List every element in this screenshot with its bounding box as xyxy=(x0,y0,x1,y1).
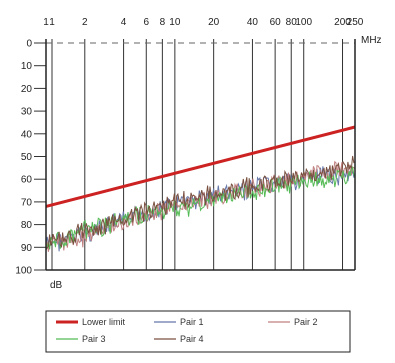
legend-label: Pair 3 xyxy=(82,334,106,344)
y-tick-label: 60 xyxy=(21,175,33,186)
y-tick-label: 90 xyxy=(21,243,33,254)
y-tick-label: 80 xyxy=(21,220,33,231)
y-tick-label: 40 xyxy=(21,129,33,140)
series-line-lower-limit xyxy=(45,125,356,208)
x-tick-label: 20 xyxy=(208,17,220,28)
y-tick-label: 100 xyxy=(15,266,32,277)
y-tick-label: 20 xyxy=(21,84,33,95)
x-tick-label: 2 xyxy=(82,17,88,28)
series-line-pair-4 xyxy=(45,155,356,250)
x-tick-label: 40 xyxy=(247,17,259,28)
x-tick-label: 200 xyxy=(334,17,351,28)
x-tick-label: 250 xyxy=(347,17,364,28)
y-tick-label: 0 xyxy=(26,39,32,50)
x-tick-label: 6 xyxy=(143,17,149,28)
y-tick-label: 50 xyxy=(21,152,33,163)
y-unit-label: dB xyxy=(50,280,63,291)
legend-label: Pair 2 xyxy=(294,317,318,327)
x-tick-label: 100 xyxy=(295,17,312,28)
legend-label: Pair 1 xyxy=(180,317,204,327)
x-tick-label: 1 xyxy=(43,17,49,28)
x-tick-label: 80 xyxy=(286,17,298,28)
legend-label: Lower limit xyxy=(82,317,126,327)
x-unit-label: MHz xyxy=(361,35,382,46)
y-tick-label: 30 xyxy=(21,107,33,118)
legend-box xyxy=(45,310,351,353)
x-tick-label: 4 xyxy=(121,17,127,28)
legend-label: Pair 4 xyxy=(180,334,204,344)
y-tick-label: 10 xyxy=(21,61,33,72)
x-tick-label: 8 xyxy=(160,17,166,28)
x-tick-label: 1 xyxy=(49,17,55,28)
series-line-pair-3 xyxy=(45,165,356,250)
y-tick-label: 70 xyxy=(21,197,33,208)
legend: Lower limit Pair 1 Pair 2 Pair 3 Pair 4 xyxy=(45,310,351,353)
series-layer xyxy=(45,125,356,252)
x-tick-label: 10 xyxy=(169,17,181,28)
x-tick-label: 60 xyxy=(270,17,282,28)
